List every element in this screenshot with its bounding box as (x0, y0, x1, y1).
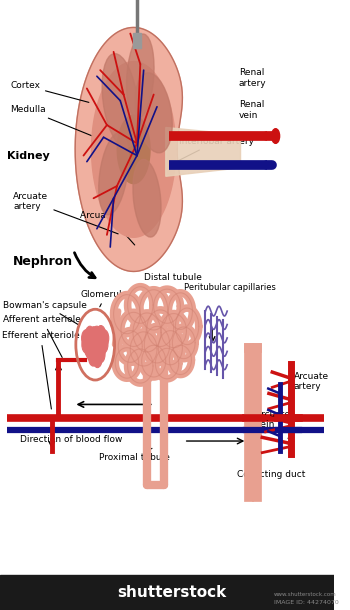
Text: Afferent arteriole: Afferent arteriole (4, 315, 81, 357)
Ellipse shape (133, 159, 161, 237)
Circle shape (82, 336, 91, 353)
Circle shape (85, 340, 94, 357)
Circle shape (92, 326, 101, 343)
FancyBboxPatch shape (133, 33, 141, 48)
Text: Interlobar vein: Interlobar vein (146, 162, 215, 196)
Text: Renal
vein: Renal vein (239, 100, 264, 120)
Text: Interlobar artery: Interlobar artery (155, 137, 254, 173)
Circle shape (272, 129, 280, 143)
Text: Cortex: Cortex (10, 81, 89, 102)
Text: Efferent arteriole: Efferent arteriole (2, 331, 79, 409)
Circle shape (99, 330, 109, 347)
Text: www.shutterstock.com: www.shutterstock.com (274, 592, 337, 597)
Polygon shape (166, 127, 240, 176)
Ellipse shape (102, 54, 139, 148)
Text: IMAGE ID: 44274070: IMAGE ID: 44274070 (274, 600, 339, 605)
Text: Proximal tubule: Proximal tubule (99, 448, 169, 462)
Text: Kidney: Kidney (7, 151, 49, 160)
Text: Renal
artery: Renal artery (239, 68, 266, 88)
Circle shape (93, 351, 102, 368)
Text: Kidney tubule (nephron): Kidney tubule (nephron) (0, 609, 1, 610)
Polygon shape (75, 27, 182, 271)
Text: Arcuate
artery: Arcuate artery (294, 371, 329, 391)
Circle shape (96, 326, 105, 343)
Circle shape (91, 337, 99, 353)
Text: Medulla: Medulla (10, 106, 99, 138)
Circle shape (82, 329, 91, 346)
Circle shape (89, 349, 98, 366)
Text: Arcuate
artery: Arcuate artery (13, 192, 118, 234)
Circle shape (99, 336, 108, 353)
Circle shape (85, 326, 94, 343)
Text: Arcuate vein: Arcuate vein (80, 212, 138, 245)
Text: Arcuate
vein: Arcuate vein (256, 410, 291, 429)
Text: shutterstock: shutterstock (117, 586, 226, 600)
Bar (0, 575, 334, 610)
Circle shape (86, 344, 96, 361)
Text: Direction of blood flow: Direction of blood flow (20, 435, 122, 443)
Polygon shape (92, 62, 176, 237)
Text: Bowman's capsule: Bowman's capsule (4, 301, 87, 325)
Ellipse shape (99, 133, 128, 215)
Text: Nephron: Nephron (13, 256, 74, 268)
Circle shape (89, 327, 98, 344)
Polygon shape (117, 115, 150, 184)
Circle shape (96, 340, 106, 357)
Ellipse shape (135, 73, 172, 153)
Text: Distal tubule: Distal tubule (144, 273, 202, 282)
Text: Peritubular capillaries: Peritubular capillaries (184, 284, 275, 292)
Ellipse shape (127, 34, 154, 118)
Circle shape (96, 346, 105, 363)
Text: Collecting duct: Collecting duct (237, 470, 306, 479)
Text: Glomerulus: Glomerulus (80, 290, 132, 307)
